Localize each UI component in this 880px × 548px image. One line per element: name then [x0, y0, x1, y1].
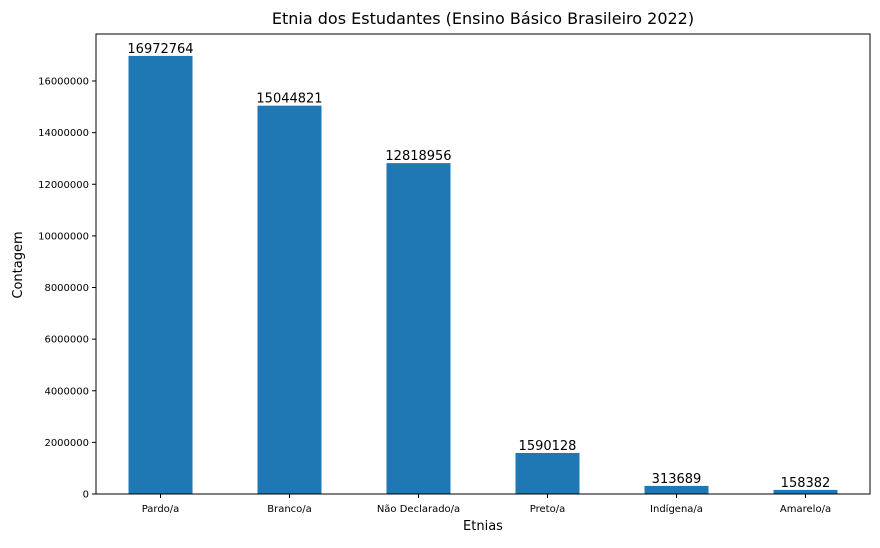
- bar-value-label: 16972764: [127, 42, 193, 57]
- x-axis-ticks: Pardo/a Branco/a Não Declarado/a Preto/a Ind…: [142, 494, 831, 515]
- bar: [386, 163, 451, 494]
- bar: [515, 452, 580, 494]
- y-tick-label: 16000000: [38, 77, 89, 88]
- x-tick-label: Não Declarado/a: [377, 504, 460, 515]
- x-tick-label: Indígena/a: [650, 503, 703, 515]
- x-tick-label: Preto/a: [530, 504, 565, 515]
- y-tick-label: 8000000: [44, 283, 89, 294]
- y-tick-label: 6000000: [44, 335, 89, 346]
- bar-value-label: 158382: [781, 476, 831, 491]
- y-tick-label: 14000000: [38, 128, 89, 139]
- bar: [773, 489, 838, 494]
- x-tick-label: Amarelo/a: [780, 504, 831, 515]
- y-tick-label: 0: [83, 490, 89, 501]
- bar-value-label: 1590128: [519, 439, 577, 454]
- x-tick-label: Branco/a: [267, 504, 312, 515]
- bar-value-label: 313689: [652, 472, 702, 487]
- bars: [128, 55, 838, 495]
- bar-value-label: 15044821: [256, 92, 322, 107]
- x-tick-label: Pardo/a: [142, 504, 180, 515]
- bar: [644, 485, 709, 494]
- y-tick-label: 12000000: [38, 180, 89, 191]
- data-labels: 16972764 15044821 12818956 1590128 313689 158…: [127, 42, 830, 491]
- plot-frame: [95, 33, 871, 495]
- bar: [257, 105, 322, 495]
- bar: [128, 55, 193, 495]
- y-tick-label: 10000000: [38, 231, 89, 242]
- chart-title: Etnia dos Estudantes (Ensino Básico Bras…: [272, 9, 694, 28]
- y-axis-label: Contagem: [11, 231, 26, 298]
- y-axis-ticks: 0 2000000 4000000 6000000 8000000 10000000 120…: [38, 77, 96, 501]
- x-axis-label: Etnias: [463, 519, 503, 534]
- bar-value-label: 12818956: [385, 149, 451, 164]
- y-tick-label: 2000000: [44, 438, 89, 449]
- y-tick-label: 4000000: [44, 386, 89, 397]
